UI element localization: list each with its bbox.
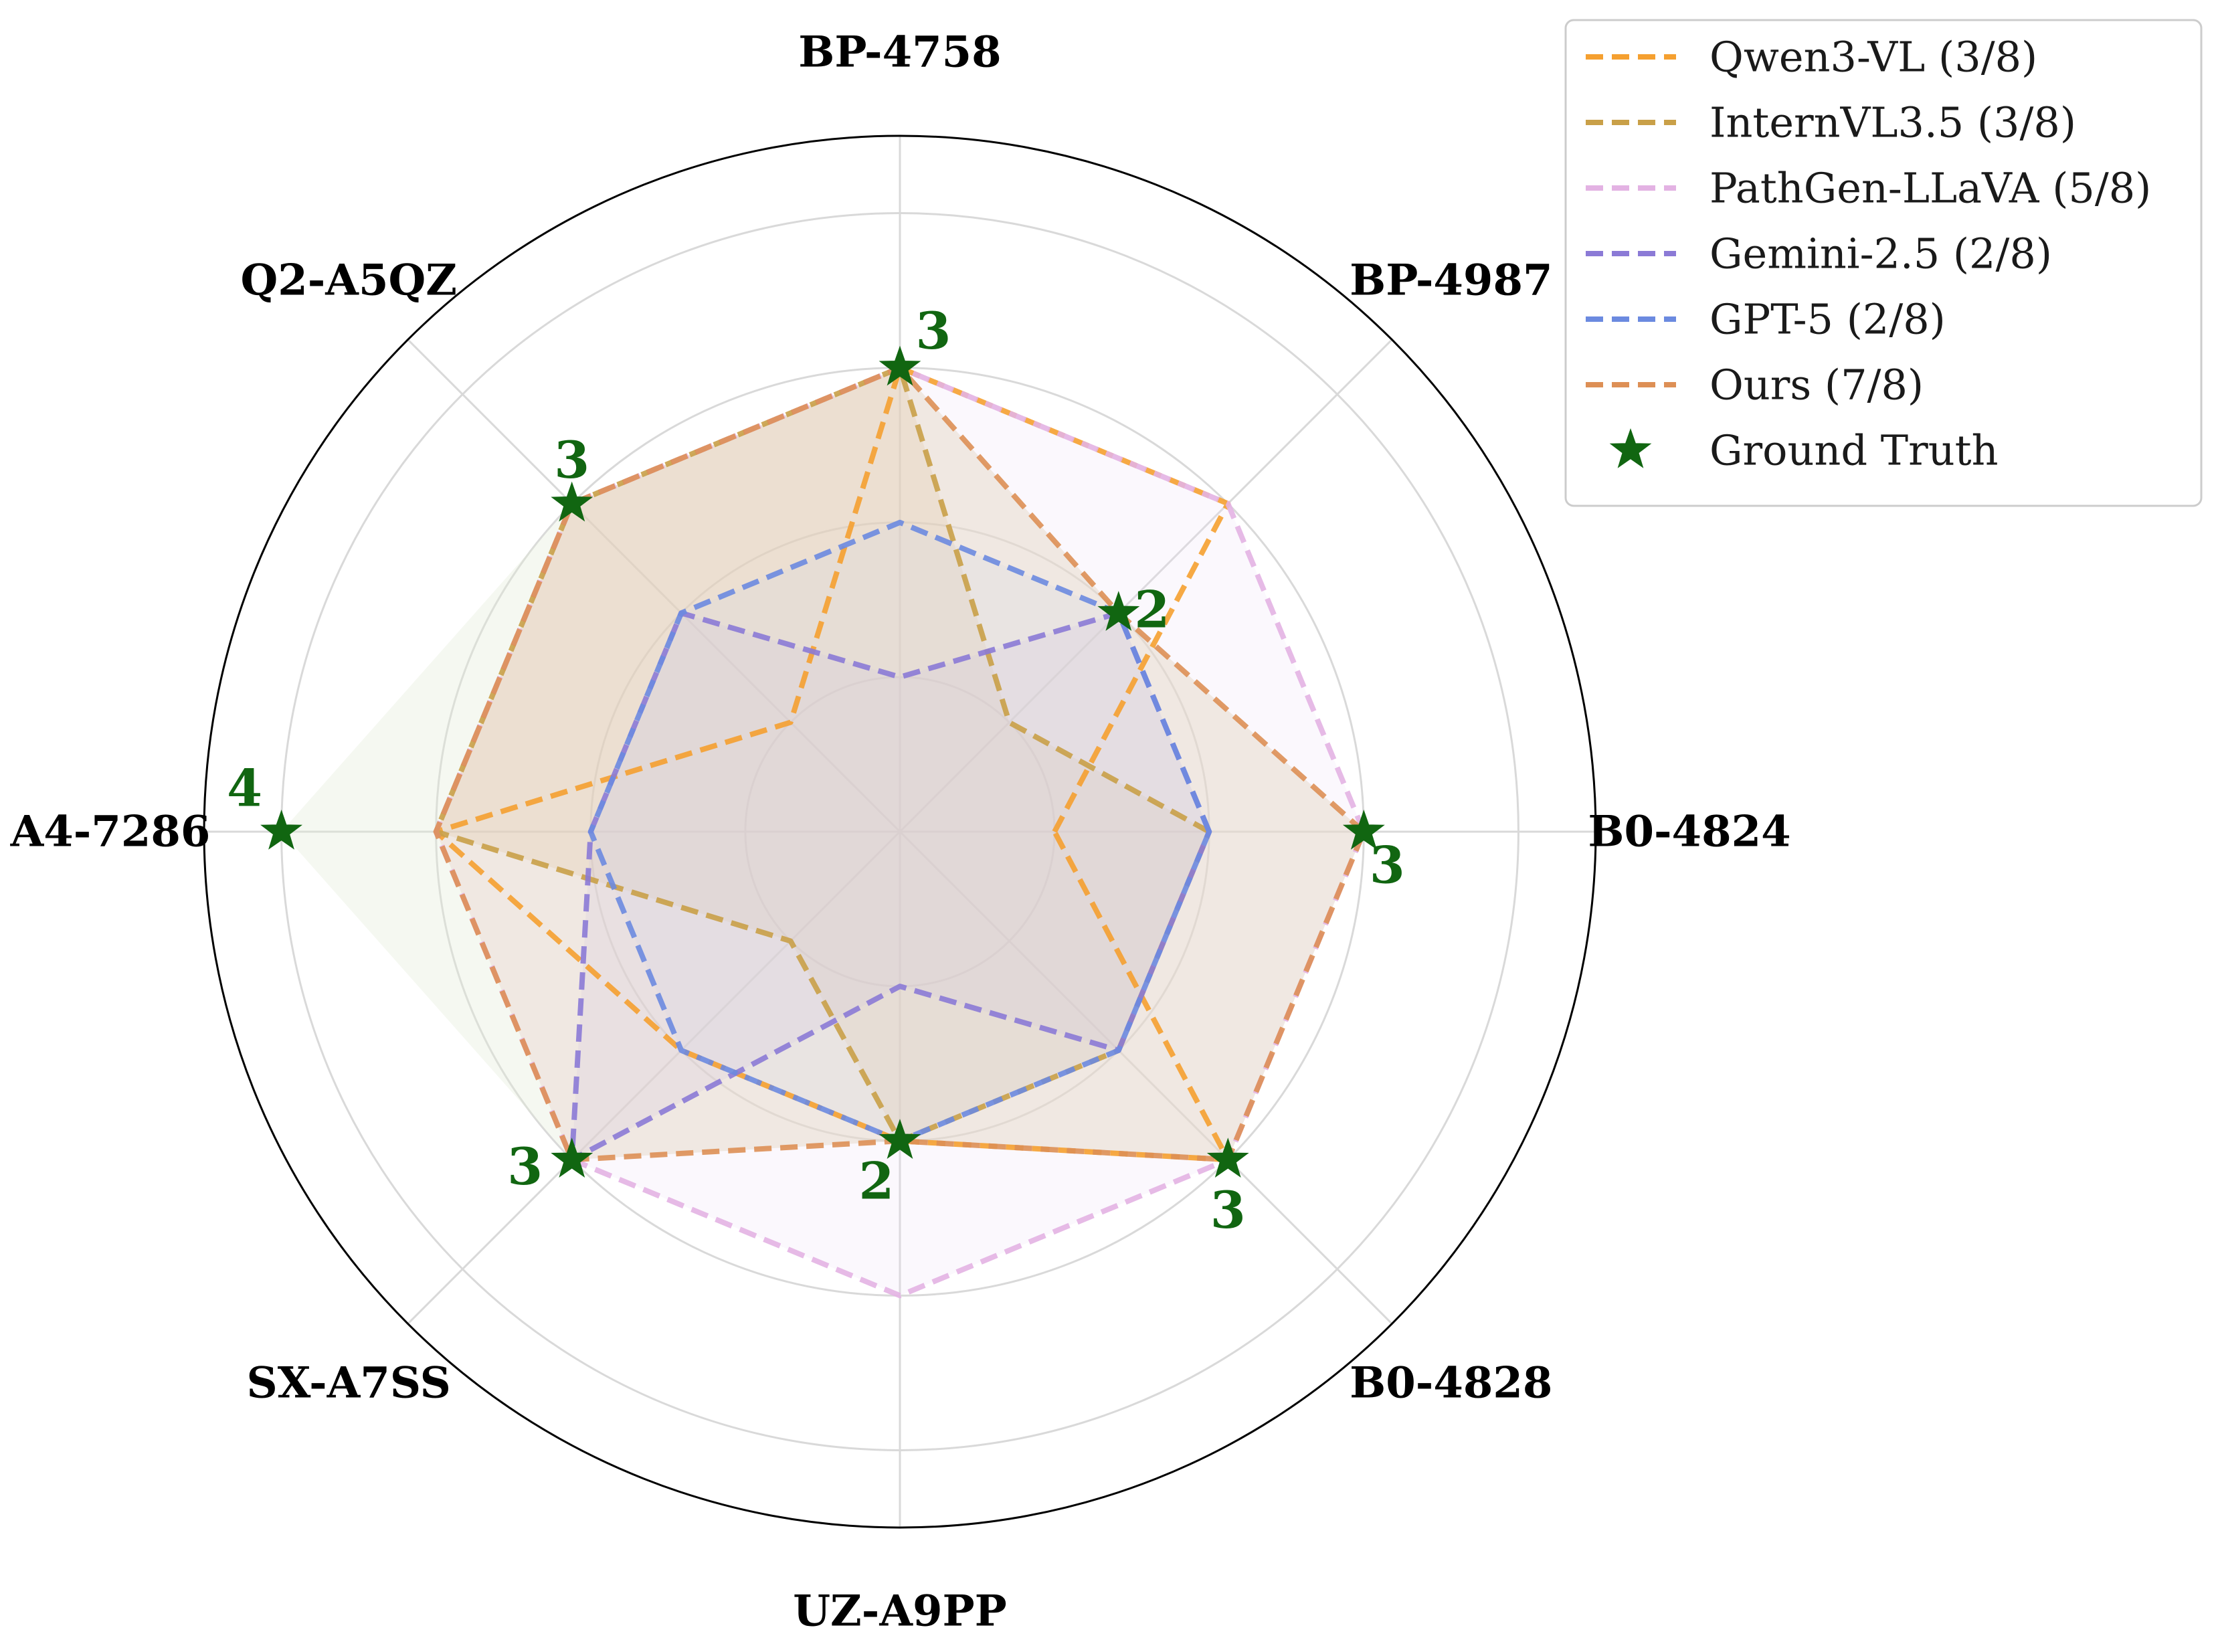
gt-marker-b0-4824 [1342,809,1385,850]
gt-marker-sx-a7ss [551,1137,593,1178]
legend: Qwen3-VL (3/8) InternVL3.5 (3/8) PathGen-L… [1564,19,2203,507]
axis-label-b0-4824: B0-4824 [1588,807,1790,857]
legend-label-gpt-5-2-8: GPT-5 (2/8) [1709,295,1946,344]
legend-label-qwen3-vl-3-8: Qwen3-VL (3/8) [1709,33,2037,82]
series-fill-gemini-2-5-2-8 [571,613,1210,1160]
series-fills [281,367,1364,1296]
ground-truth-markers: 3 2 3 3 4 3 2 3 [227,301,1405,1240]
legend-label-ours-7-8: Ours (7/8) [1709,361,1924,409]
series-fill-gpt-5-2-8 [590,522,1210,1141]
axis-label-sx-a7ss: SX-A7SS [247,1358,451,1408]
series-fill-ours-7-8 [436,367,1364,1160]
series-line-gpt-5-2-8 [587,519,1212,1144]
series-fill-internvl3-5-3-8 [436,367,1210,1141]
gt-marker-uz-a9pp [879,1119,921,1159]
radar-grid [203,134,1597,1529]
axis-label-q2-a5qz: Q2-A5QZ [240,256,457,306]
axis-labels: B0-4824 BP-4987 BP-4758 Q2-A5QZ A4-7286 SX-A7… [10,27,1791,1637]
axis-label-bp-4987: BP-4987 [1350,256,1552,306]
gt-label-b0-4828: 3 [1210,1180,1246,1240]
series-lines [433,365,1367,1299]
legend-swatch-ground-truth [1609,428,1652,468]
spoke-sx-a7ss [407,830,901,1325]
gt-label-uz-a9pp: 2 [859,1152,895,1211]
axis-label-uz-a9pp: UZ-A9PP [793,1586,1007,1637]
axis-label-b0-4828: B0-4828 [1350,1358,1552,1408]
gt-label-a4-7286: 4 [227,759,262,818]
legend-label-ground-truth: Ground Truth [1709,426,1999,475]
spoke-bp-4987 [899,339,1393,833]
gt-marker-a4-7286 [260,809,302,850]
gt-label-q2-a5qz: 3 [554,430,589,490]
legend-box [1564,19,2203,507]
gt-marker-q2-a5qz [551,481,593,522]
spoke-b0-4828 [899,830,1393,1325]
legend-label-internvl3-5-3-8: InternVL3.5 (3/8) [1709,98,2076,147]
axis-label-a4-7286: A4-7286 [10,807,211,857]
gt-marker-b0-4828 [1206,1137,1249,1178]
gt-label-sx-a7ss: 3 [507,1137,543,1196]
outer-frame [203,134,1597,1529]
gt-marker-bp-4987 [1097,591,1140,631]
legend-label-gemini-2-5-2-8: Gemini-2.5 (2/8) [1709,230,2052,278]
spoke-q2-a5qz [407,339,901,833]
ground-truth-fill [281,367,1364,1160]
legend-label-pathgen-llava-5-8: PathGen-LLaVA (5/8) [1709,164,2151,213]
gt-label-b0-4824: 3 [1370,836,1405,895]
gt-marker-bp-4758 [879,345,921,386]
series-line-ours-7-8 [433,365,1367,1163]
axis-label-bp-4758: BP-4758 [798,27,1001,78]
series-fill-pathgen-llava-5-8 [436,367,1364,1296]
gt-label-bp-4758: 3 [916,301,951,361]
gt-label-bp-4987: 2 [1134,580,1170,640]
